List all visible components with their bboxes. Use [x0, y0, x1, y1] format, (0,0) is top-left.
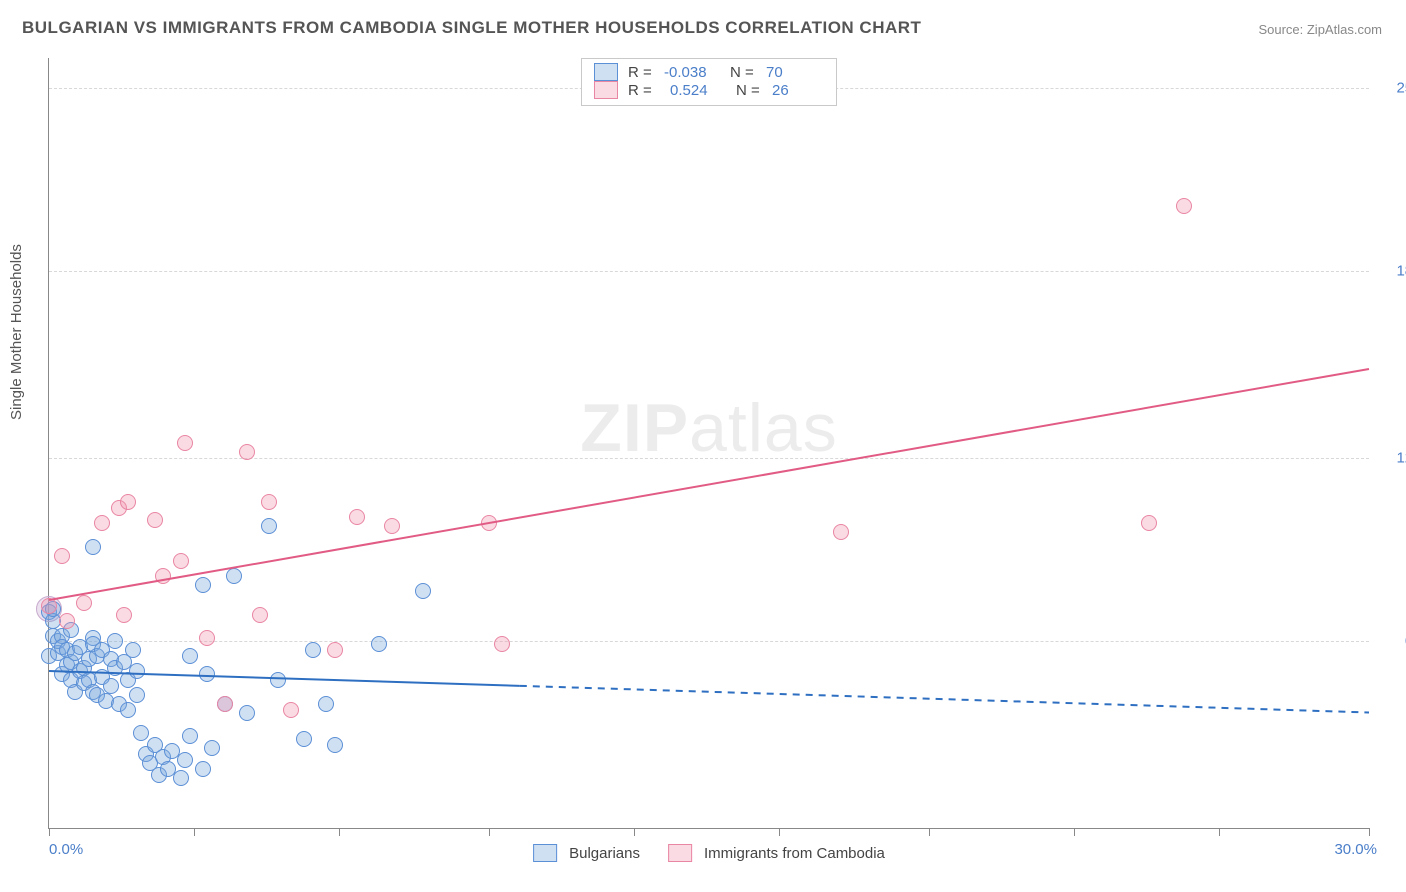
x-label-max: 30.0% [1334, 841, 1377, 858]
x-tick [929, 828, 930, 836]
x-label-min: 0.0% [49, 841, 83, 858]
legend-item-cambodia: Immigrants from Cambodia [668, 844, 885, 862]
x-tick [49, 828, 50, 836]
x-tick [1219, 828, 1220, 836]
x-tick [779, 828, 780, 836]
y-tick-label: 6.3% [1379, 633, 1406, 650]
swatch-bulgarians-b [533, 844, 557, 862]
x-tick [194, 828, 195, 836]
series-legend: Bulgarians Immigrants from Cambodia [533, 844, 885, 862]
x-tick [634, 828, 635, 836]
x-tick [489, 828, 490, 836]
chart-title: BULGARIAN VS IMMIGRANTS FROM CAMBODIA SI… [22, 18, 921, 38]
source-label: Source: ZipAtlas.com [1258, 22, 1382, 37]
trend-lines [49, 58, 1369, 828]
chart-plot-area: ZIPatlas R = -0.038 N = 70 R = 0.524 N =… [48, 58, 1369, 829]
trend-line [49, 369, 1369, 600]
legend-row-cambodia: R = 0.524 N = 26 [594, 81, 824, 99]
legend-row-bulgarians: R = -0.038 N = 70 [594, 63, 824, 81]
y-tick-label: 12.5% [1379, 449, 1406, 466]
legend-item-bulgarians: Bulgarians [533, 844, 640, 862]
swatch-bulgarians [594, 63, 618, 81]
x-tick [339, 828, 340, 836]
x-tick [1074, 828, 1075, 836]
swatch-cambodia [594, 81, 618, 99]
swatch-cambodia-b [668, 844, 692, 862]
y-tick-label: 25.0% [1379, 79, 1406, 96]
y-axis-label: Single Mother Households [8, 244, 25, 420]
x-tick [1369, 828, 1370, 836]
correlation-legend: R = -0.038 N = 70 R = 0.524 N = 26 [581, 58, 837, 106]
y-tick-label: 18.8% [1379, 263, 1406, 280]
trend-line [49, 671, 520, 686]
trend-line [520, 686, 1369, 713]
